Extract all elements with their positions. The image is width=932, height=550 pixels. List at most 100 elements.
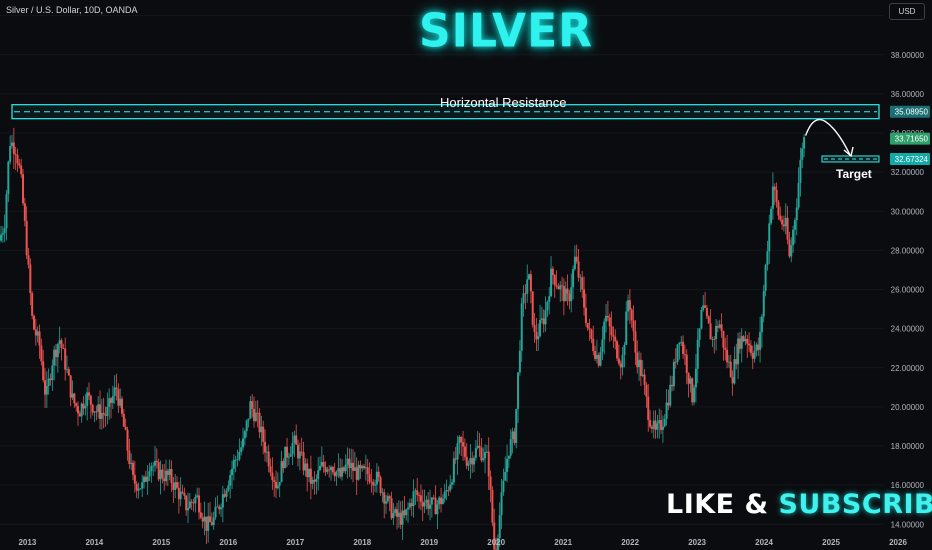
candle-body: [680, 341, 683, 343]
candle: [396, 502, 399, 530]
candle: [284, 446, 287, 469]
candle-body: [357, 464, 360, 480]
candle-body: [308, 468, 311, 478]
candle: [357, 460, 360, 481]
candle-body: [749, 345, 752, 354]
candle: [720, 313, 723, 338]
candle: [623, 342, 626, 368]
candle: [619, 360, 622, 380]
candle-body: [762, 290, 765, 317]
candle: [605, 303, 608, 333]
candle-body: [803, 137, 806, 149]
candle: [328, 465, 331, 478]
candle-body: [45, 385, 48, 395]
candle: [665, 388, 668, 426]
candle: [639, 352, 642, 386]
candle-body: [34, 329, 37, 336]
candle-body: [258, 412, 261, 433]
candle-body: [526, 279, 529, 294]
candle: [680, 336, 683, 347]
candle-body: [368, 474, 371, 482]
candle-body: [198, 495, 201, 513]
candle-body: [1, 233, 4, 235]
candle-body: [346, 458, 349, 465]
candle: [660, 409, 663, 434]
candle: [559, 281, 562, 302]
candle-body: [520, 303, 523, 351]
candle-body: [267, 451, 270, 467]
candle-body: [726, 349, 729, 363]
candle: [557, 283, 560, 290]
candle-body: [430, 497, 433, 505]
candle-body: [753, 350, 756, 359]
candle: [276, 472, 279, 490]
candle: [434, 485, 437, 515]
candle: [77, 401, 80, 426]
candle: [372, 478, 375, 496]
candle-body: [58, 340, 61, 345]
candle-body: [71, 393, 74, 398]
candle: [3, 214, 6, 243]
candle-body: [243, 431, 246, 439]
candle: [309, 455, 312, 500]
candle: [207, 502, 210, 543]
candle-body: [14, 153, 17, 156]
candle: [599, 346, 602, 367]
candle-body: [67, 369, 70, 376]
candle-body: [619, 363, 622, 368]
candle: [295, 424, 298, 445]
candle: [132, 460, 135, 481]
candle-body: [658, 420, 661, 424]
candle-body: [581, 277, 584, 290]
candle: [529, 270, 532, 304]
candle: [748, 332, 751, 352]
candle: [126, 426, 129, 461]
candle-body: [654, 420, 657, 430]
price-axis[interactable]: 14.00000 16.00000 18.00000 20.00000 22.00000…: [890, 12, 930, 530]
candle-body: [407, 507, 410, 510]
candle-body: [742, 336, 745, 342]
candle-body: [152, 465, 155, 467]
candle-body: [328, 469, 331, 471]
candle: [141, 475, 144, 498]
candle: [590, 328, 593, 344]
candle: [143, 475, 146, 489]
candle: [86, 387, 89, 421]
candle: [700, 306, 703, 330]
candle-body: [696, 339, 699, 369]
candle: [260, 415, 263, 446]
candle: [232, 454, 235, 481]
currency-button[interactable]: USD: [889, 3, 925, 20]
candle: [672, 358, 675, 391]
candle-body: [221, 494, 224, 508]
candle-body: [704, 305, 707, 308]
candle-body: [297, 444, 300, 459]
candle-body: [264, 441, 267, 453]
candle: [262, 420, 265, 455]
candle: [462, 430, 465, 461]
candle: [452, 451, 455, 486]
candle: [779, 206, 782, 222]
candle-body: [641, 374, 644, 376]
candle: [298, 442, 301, 471]
symbol-label[interactable]: Silver / U.S. Dollar, 10D, OANDA: [6, 5, 138, 15]
candle: [150, 462, 153, 483]
candle: [82, 396, 85, 415]
candle-body: [247, 418, 250, 421]
candle: [20, 158, 23, 178]
candle-body: [115, 387, 118, 390]
candle-body: [176, 482, 179, 488]
candle-body: [768, 223, 771, 252]
candle-body: [595, 355, 598, 359]
candle-body: [751, 353, 754, 359]
candle-body: [36, 331, 39, 336]
candle-body: [643, 374, 646, 385]
time-axis[interactable]: 2013 2014 2015 2016 2017 2018 2019 2020 2021 2022…: [18, 538, 907, 547]
candle: [542, 309, 545, 333]
candle-body: [628, 300, 631, 310]
candle: [155, 448, 158, 469]
candle: [586, 322, 589, 331]
candle-body: [3, 228, 6, 234]
candle-body: [467, 463, 470, 466]
